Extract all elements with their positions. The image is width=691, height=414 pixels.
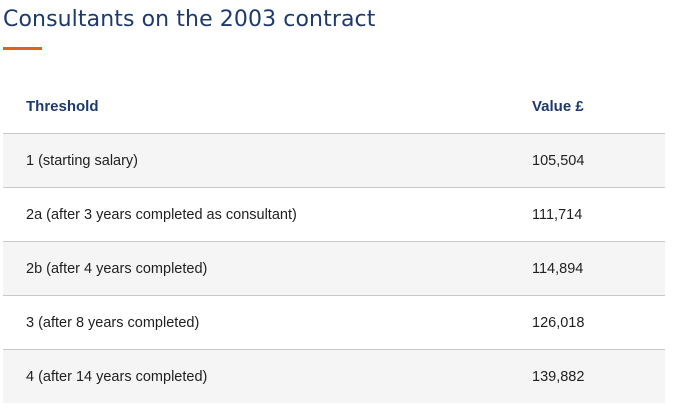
table-row: 1 (starting salary) 105,504 — [3, 133, 665, 188]
value-cell: 111,714 — [532, 187, 665, 242]
page-title: Consultants on the 2003 contract — [3, 7, 376, 32]
value-cell: 126,018 — [532, 295, 665, 350]
value-cell: 139,882 — [532, 349, 665, 403]
table-header-row: Threshold Value £ — [3, 79, 665, 134]
title-accent-rule — [3, 47, 42, 50]
table-row: 3 (after 8 years completed) 126,018 — [3, 295, 665, 350]
table-row: 2a (after 3 years completed as consultan… — [3, 187, 665, 242]
value-cell: 114,894 — [532, 241, 665, 296]
table-row: 4 (after 14 years completed) 139,882 — [3, 349, 665, 403]
threshold-cell: 1 (starting salary) — [3, 133, 532, 188]
threshold-cell: 2b (after 4 years completed) — [3, 241, 532, 296]
table-row: 2b (after 4 years completed) 114,894 — [3, 241, 665, 296]
column-header-value: Value £ — [532, 79, 665, 134]
value-cell: 105,504 — [532, 133, 665, 188]
threshold-cell: 2a (after 3 years completed as consultan… — [3, 187, 532, 242]
salary-threshold-table: Threshold Value £ 1 (starting salary) 10… — [3, 79, 665, 403]
threshold-cell: 4 (after 14 years completed) — [3, 349, 532, 403]
threshold-cell: 3 (after 8 years completed) — [3, 295, 532, 350]
column-header-threshold: Threshold — [3, 79, 532, 134]
